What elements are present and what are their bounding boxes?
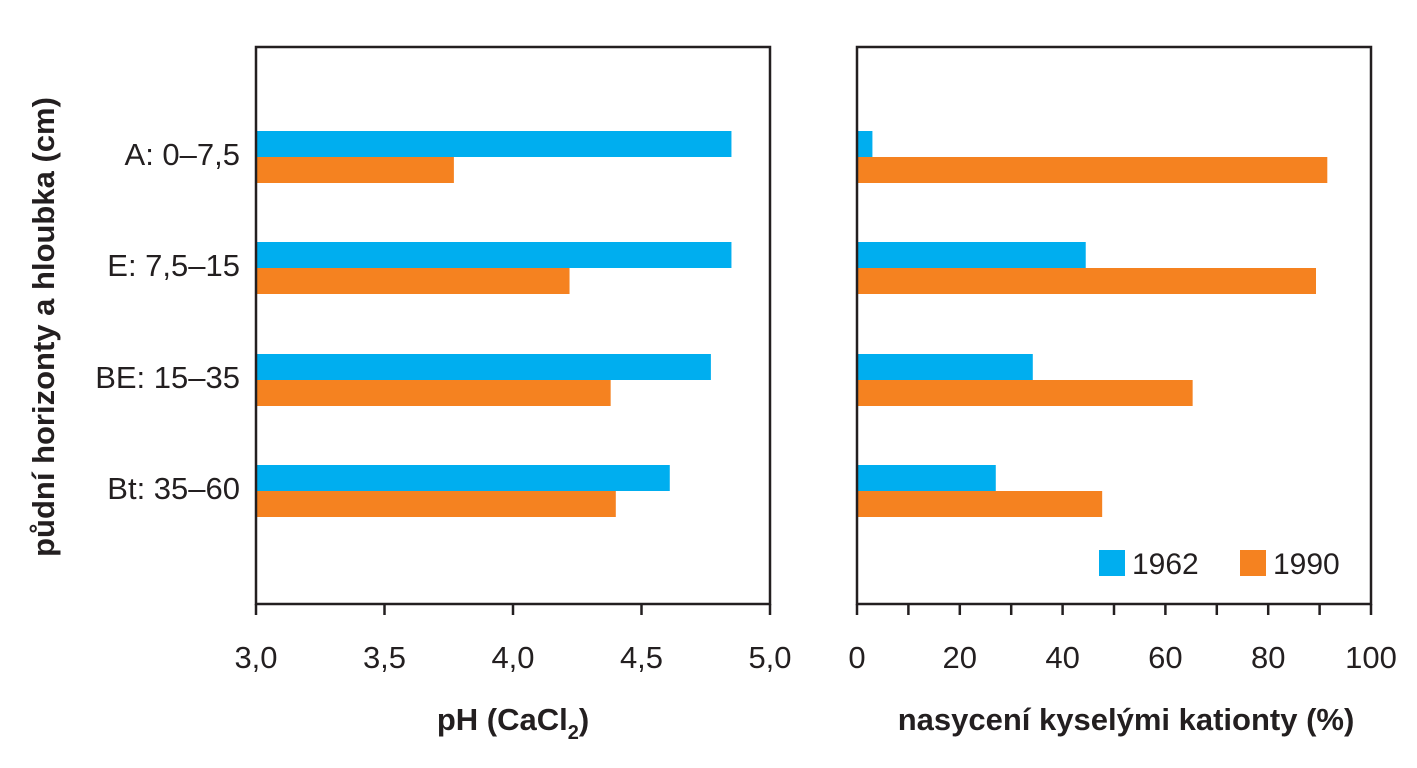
category-label: A: 0–7,5 — [125, 137, 240, 172]
category-label: E: 7,5–15 — [107, 248, 240, 283]
category-label: BE: 15–35 — [95, 360, 240, 395]
legend-label-1990: 1990 — [1273, 548, 1340, 581]
saturation-bar-1990 — [857, 157, 1328, 183]
ph-bar-1962 — [256, 242, 732, 268]
legend: 1962 1990 — [1099, 548, 1340, 581]
y-axis-title: půdní horizonty a hloubka (cm) — [26, 97, 61, 557]
saturation-bar-1962 — [857, 354, 1033, 380]
saturation-x-tick-label: 60 — [1148, 640, 1182, 675]
ph-bar-1990 — [256, 491, 616, 517]
ph-x-tick-label: 4,0 — [491, 640, 534, 675]
ph-bar-1990 — [256, 268, 570, 294]
ph-panel: 3,0 3,5 4,0 4,5 5,0 pH (CaCl2) — [234, 45, 792, 744]
saturation-x-tick-label: 0 — [848, 640, 865, 675]
ph-x-tick-label: 5,0 — [748, 640, 791, 675]
saturation-x-ticks: 0 20 40 60 80 100 — [848, 604, 1397, 675]
ph-bar-1962 — [256, 131, 732, 157]
ph-x-tick-label: 4,5 — [620, 640, 663, 675]
saturation-x-tick-label: 20 — [943, 640, 977, 675]
saturation-bar-1962 — [857, 465, 996, 491]
saturation-bar-1990 — [857, 380, 1193, 406]
legend-label-1962: 1962 — [1132, 548, 1199, 581]
ph-bar-1990 — [256, 380, 611, 406]
category-label: Bt: 35–60 — [107, 471, 240, 506]
ph-bar-1962 — [256, 465, 670, 491]
ph-bars — [256, 131, 732, 517]
saturation-x-tick-label: 40 — [1045, 640, 1079, 675]
saturation-x-tick-label: 80 — [1251, 640, 1285, 675]
saturation-panel: 0 20 40 60 80 100 nasycení kyselými kationty … — [848, 45, 1397, 737]
ph-bar-1962 — [256, 354, 711, 380]
saturation-bar-1990 — [857, 268, 1317, 294]
saturation-bar-1962 — [857, 242, 1086, 268]
ph-bar-1990 — [256, 157, 454, 183]
ph-x-axis-title: pH (CaCl2) — [437, 702, 589, 744]
ph-x-tick-label: 3,5 — [363, 640, 406, 675]
ph-plot-frame — [254, 45, 772, 606]
legend-swatch-1990 — [1240, 550, 1266, 576]
category-labels: A: 0–7,5 E: 7,5–15 BE: 15–35 Bt: 35–60 — [95, 137, 240, 506]
legend-swatch-1962 — [1099, 550, 1125, 576]
saturation-x-axis-title: nasycení kyselými kationty (%) — [898, 702, 1355, 737]
saturation-bar-1990 — [857, 491, 1103, 517]
ph-x-ticks: 3,0 3,5 4,0 4,5 5,0 — [234, 604, 792, 675]
saturation-plot-frame — [855, 45, 1373, 606]
ph-x-tick-label: 3,0 — [234, 640, 277, 675]
saturation-bar-1962 — [857, 131, 873, 157]
saturation-bars — [857, 131, 1328, 517]
saturation-x-tick-label: 100 — [1345, 640, 1397, 675]
